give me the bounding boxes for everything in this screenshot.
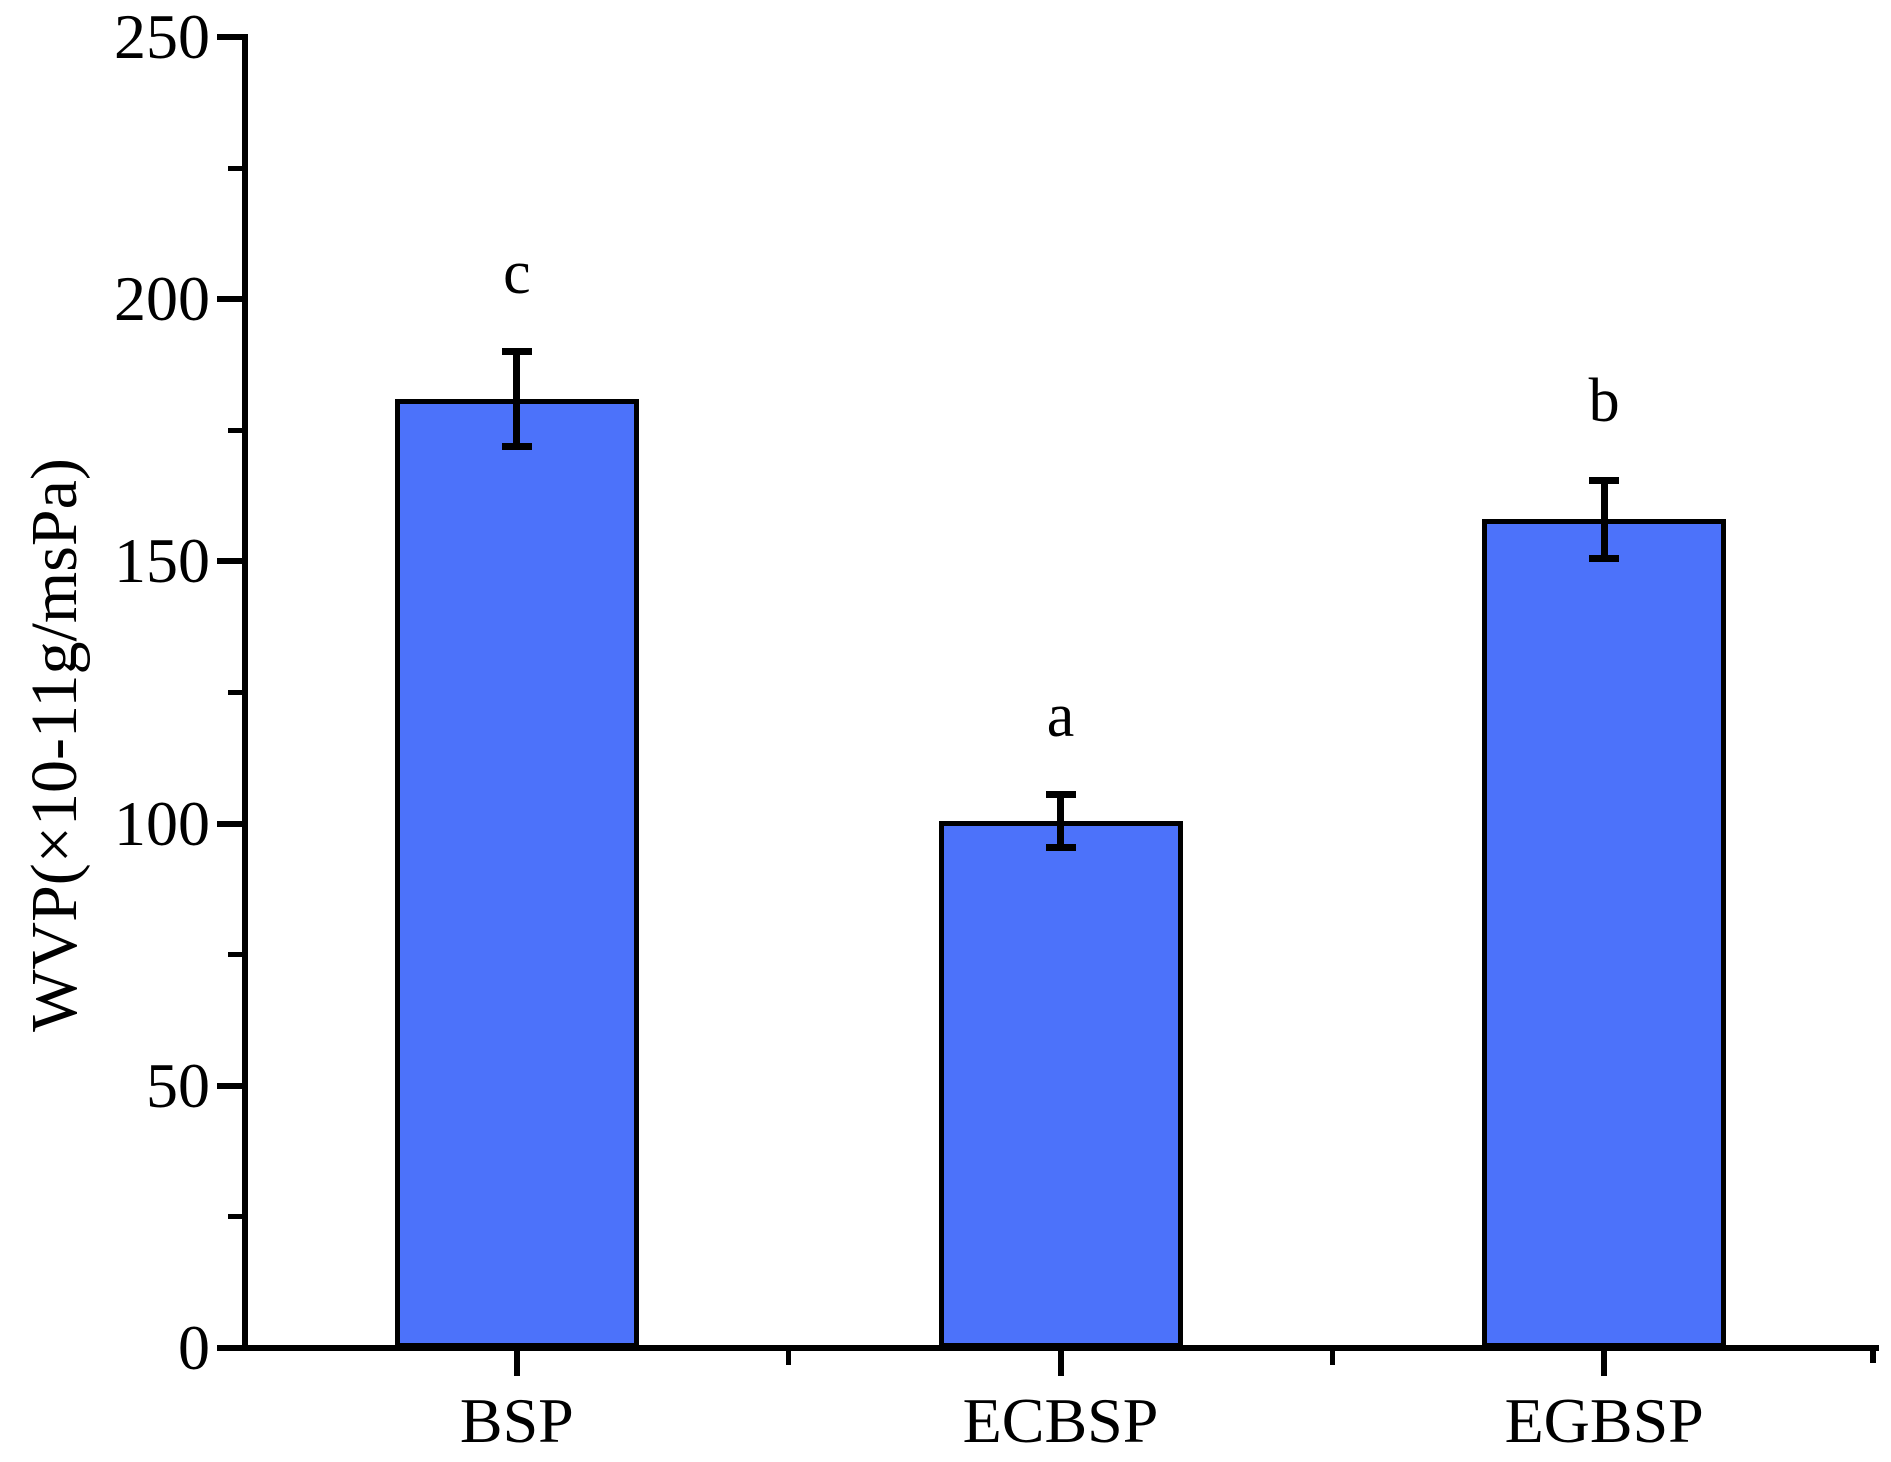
y-minor-tick-175 <box>228 427 242 433</box>
error-bar-EGBSP <box>1600 480 1608 559</box>
bar-ECBSP <box>938 820 1183 1348</box>
y-axis-line <box>242 34 248 1351</box>
error-bar-BSP <box>513 351 521 447</box>
bar-BSP <box>394 398 639 1348</box>
x-major-tick-BSP <box>513 1351 520 1376</box>
error-bar-cap-top-BSP <box>501 348 532 356</box>
significance-letter-ECBSP: a <box>1046 681 1075 750</box>
y-major-tick-100 <box>217 820 242 827</box>
y-tick-label-0: 0 <box>178 1312 210 1383</box>
y-minor-tick-225 <box>228 165 242 171</box>
significance-letter-BSP: c <box>503 238 531 307</box>
error-bar-cap-bottom-BSP <box>501 442 532 450</box>
y-tick-label-200: 200 <box>114 263 210 335</box>
x-major-tick-ECBSP <box>1057 1351 1064 1376</box>
y-minor-tick-75 <box>228 952 242 958</box>
y-major-tick-50 <box>217 1082 242 1089</box>
y-minor-tick-125 <box>228 690 242 695</box>
y-major-tick-200 <box>217 296 242 303</box>
y-tick-label-250: 250 <box>114 1 210 72</box>
significance-letter-EGBSP: b <box>1588 367 1620 436</box>
y-major-tick-0 <box>217 1345 242 1351</box>
y-minor-tick-25 <box>228 1214 242 1220</box>
x-axis-line <box>242 1345 1879 1351</box>
y-tick-label-50: 50 <box>146 1049 210 1121</box>
y-tick-label-150: 150 <box>114 525 210 597</box>
x-minor-tick-2 <box>1329 1351 1335 1365</box>
error-bar-cap-bottom-EGBSP <box>1589 555 1620 563</box>
y-major-tick-150 <box>217 558 242 565</box>
error-bar-cap-top-EGBSP <box>1589 476 1620 484</box>
x-category-label-ECBSP: ECBSP <box>962 1385 1159 1456</box>
x-category-label-BSP: BSP <box>459 1385 574 1456</box>
y-tick-label-100: 100 <box>114 787 210 859</box>
x-category-label-EGBSP: EGBSP <box>1504 1385 1704 1456</box>
x-axis-end-tick <box>1870 1348 1876 1363</box>
error-bar-ECBSP <box>1057 794 1064 848</box>
error-bar-cap-top-ECBSP <box>1045 791 1076 799</box>
x-minor-tick-1 <box>786 1351 792 1365</box>
error-bar-cap-bottom-ECBSP <box>1045 843 1076 851</box>
y-major-tick-250 <box>217 34 242 40</box>
x-major-tick-EGBSP <box>1601 1351 1608 1376</box>
bar-EGBSP <box>1482 519 1727 1348</box>
